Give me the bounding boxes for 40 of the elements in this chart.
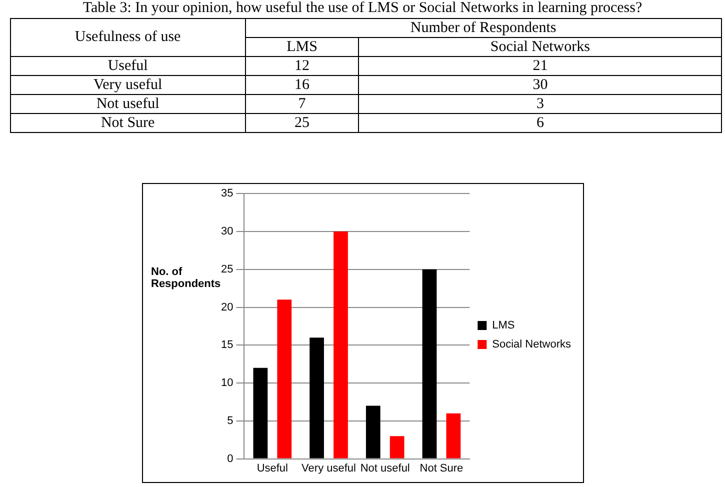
legend-label: LMS xyxy=(492,320,515,332)
x-tick-label: Useful xyxy=(256,462,288,474)
text: 16 xyxy=(245,76,359,94)
bar xyxy=(334,231,348,458)
bar xyxy=(446,413,461,458)
bar xyxy=(390,436,404,458)
text: 7 xyxy=(245,94,359,114)
text: Table 3: In your opinion, how useful the use of LMS or Social Networks in learning process? xyxy=(82,0,644,17)
text: Not useful xyxy=(10,94,246,114)
text: Useful xyxy=(10,56,246,76)
x-tick-label: Not Sure xyxy=(420,462,464,474)
bar xyxy=(277,300,292,458)
y-tick-label: 30 xyxy=(220,226,234,238)
x-tick-label: Not useful xyxy=(360,462,410,474)
text: Number of Respondents xyxy=(245,18,722,38)
text: Usefulness of use xyxy=(10,18,246,56)
y-tick-label: 15 xyxy=(220,339,234,352)
text: 6 xyxy=(358,114,722,132)
y-tick-label: 25 xyxy=(220,263,234,276)
text: 3 xyxy=(358,94,722,114)
bar xyxy=(310,338,324,458)
legend-label: Social Networks xyxy=(492,338,572,351)
bar xyxy=(253,368,268,458)
y-tick-label: 0 xyxy=(227,452,234,465)
y-tick-label: 20 xyxy=(220,301,234,314)
text: 12 xyxy=(245,56,359,76)
text: 25 xyxy=(245,114,359,132)
y-tick-label: 10 xyxy=(220,377,234,390)
y-tick-label: 35 xyxy=(220,188,234,200)
text: Social Networks xyxy=(358,38,722,56)
text: 21 xyxy=(358,56,722,76)
text: LMS xyxy=(245,38,359,56)
x-tick-label: Very useful xyxy=(302,462,356,474)
y-tick-label: 5 xyxy=(227,414,234,427)
bar xyxy=(366,406,380,458)
text: 30 xyxy=(358,76,722,94)
text: Not Sure xyxy=(10,114,246,132)
y-axis-title: No. of Respondents xyxy=(151,266,221,290)
bar xyxy=(422,269,437,458)
text: Very useful xyxy=(10,76,246,94)
